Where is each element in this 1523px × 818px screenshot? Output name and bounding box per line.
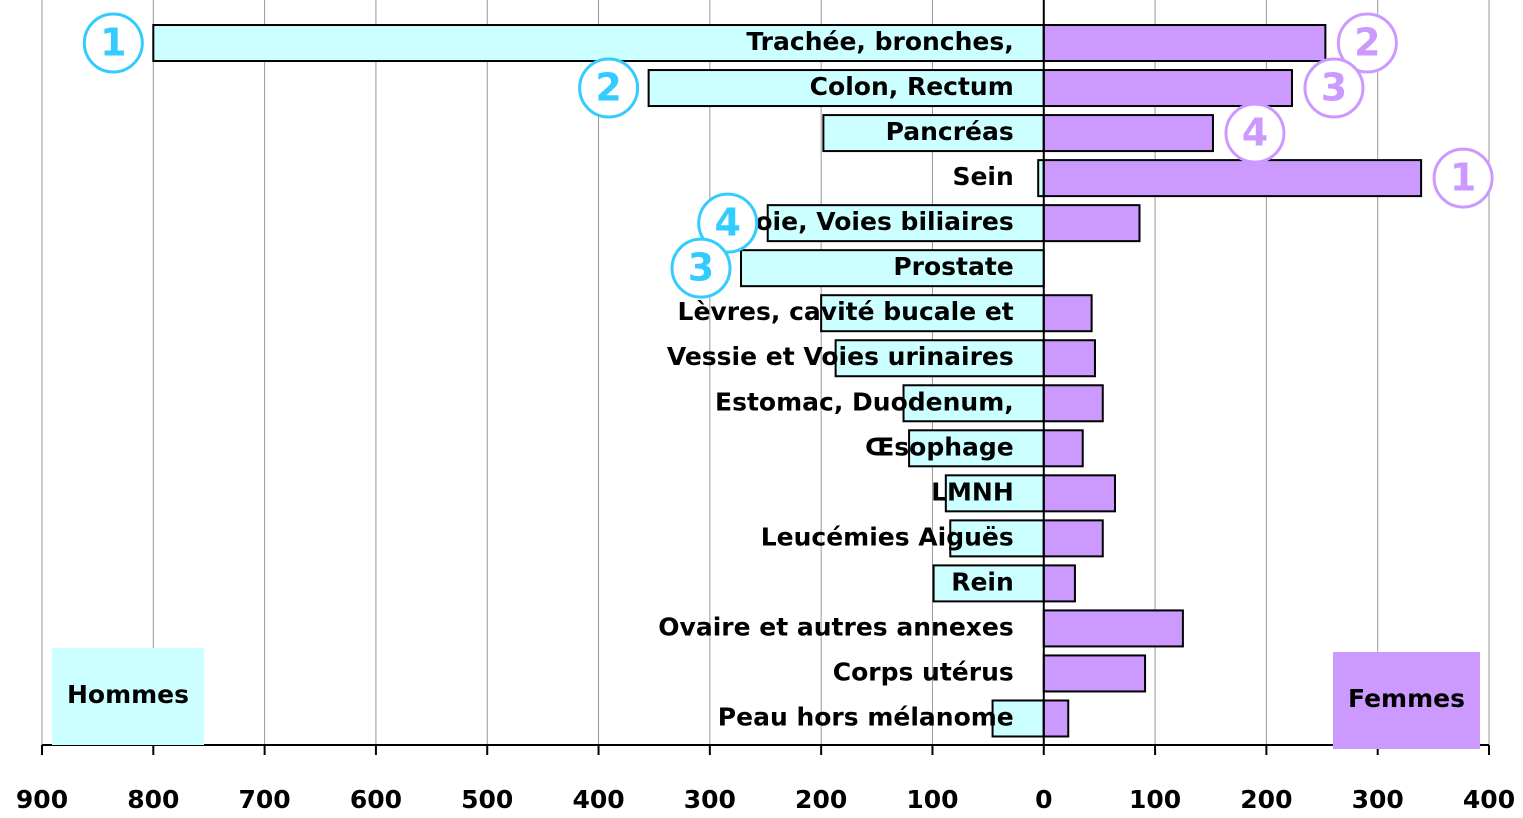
bar [1042,24,1327,63]
bar [834,339,1045,378]
x-tick-label: 300 [1352,785,1404,814]
rank-label: 4 [1242,111,1268,155]
bar [1042,654,1147,693]
bar [1042,474,1117,513]
bar [1042,609,1184,648]
rank-label: 3 [688,246,714,290]
rank-circle [670,237,732,299]
x-tick-label: 200 [795,785,847,814]
legend-box [52,648,204,745]
bar [1042,519,1104,558]
bar [822,114,1045,153]
category-label: Sein [952,162,1013,191]
rank-circle [1336,12,1398,74]
legend-label: Femmes [1348,684,1465,713]
bar [1042,384,1104,423]
bar [949,519,1045,558]
rank-label: 1 [1450,156,1476,200]
rank-circle [82,12,144,74]
legend-label: Hommes [67,680,189,709]
rank-label: 1 [100,21,126,65]
category-label: Vessie et Voies urinaires [667,342,1014,371]
rank-label: 4 [714,201,740,245]
bar [944,474,1045,513]
x-tick-label: 400 [572,785,624,814]
category-label: Peau hors mélanome [718,702,1014,731]
bar [647,69,1045,108]
x-tick-label: 100 [906,785,958,814]
category-label: Leucémies Aiguës [761,522,1014,551]
rank-label: 3 [1321,66,1347,110]
bar [1042,159,1423,198]
x-tick-label: 600 [350,785,402,814]
x-tick-label: 500 [461,785,513,814]
rank-circle [1432,147,1494,209]
rank-circle [1224,102,1286,164]
bar [766,204,1045,243]
x-tick-label: 900 [16,785,68,814]
bar [908,429,1045,468]
bar [152,24,1045,63]
category-label: Corps utérus [833,657,1014,686]
category-label: Trachée, bronches, [746,27,1013,56]
rank-circle [578,57,640,119]
category-label: Foie, Voies biliaires [739,207,1013,236]
category-label: Œsophage [865,432,1014,461]
bar [1042,699,1070,738]
x-tick-label: 800 [127,785,179,814]
bar [1042,114,1214,153]
bar [1042,339,1096,378]
bar [991,699,1045,738]
bar [932,564,1045,603]
x-tick-label: 400 [1463,785,1515,814]
bar [1042,429,1084,468]
bar [1042,564,1076,603]
bar [902,384,1045,423]
rank-circle [697,192,759,254]
category-label: LMNH [931,477,1014,506]
x-tick-label: 200 [1240,785,1292,814]
category-label: Estomac, Duodenum, [715,387,1014,416]
x-tick-label: 100 [1129,785,1181,814]
category-label: Lèvres, cavité bucale et [678,297,1014,326]
bar [1042,204,1141,243]
bar [820,294,1045,333]
category-label: Rein [951,567,1014,596]
x-tick-label: 700 [239,785,291,814]
rank-label: 2 [1354,21,1380,65]
x-tick-label: 300 [684,785,736,814]
category-label: Pancréas [886,117,1014,146]
bar [1042,294,1093,333]
category-label: Colon, Rectum [810,72,1014,101]
rank-circle [1303,57,1365,119]
rank-label: 2 [595,66,621,110]
legend-box [1333,652,1480,749]
bar [1042,69,1293,108]
x-tick-label: 0 [1035,785,1052,814]
category-label: Prostate [893,252,1013,281]
category-label: Ovaire et autres annexes [658,612,1013,641]
